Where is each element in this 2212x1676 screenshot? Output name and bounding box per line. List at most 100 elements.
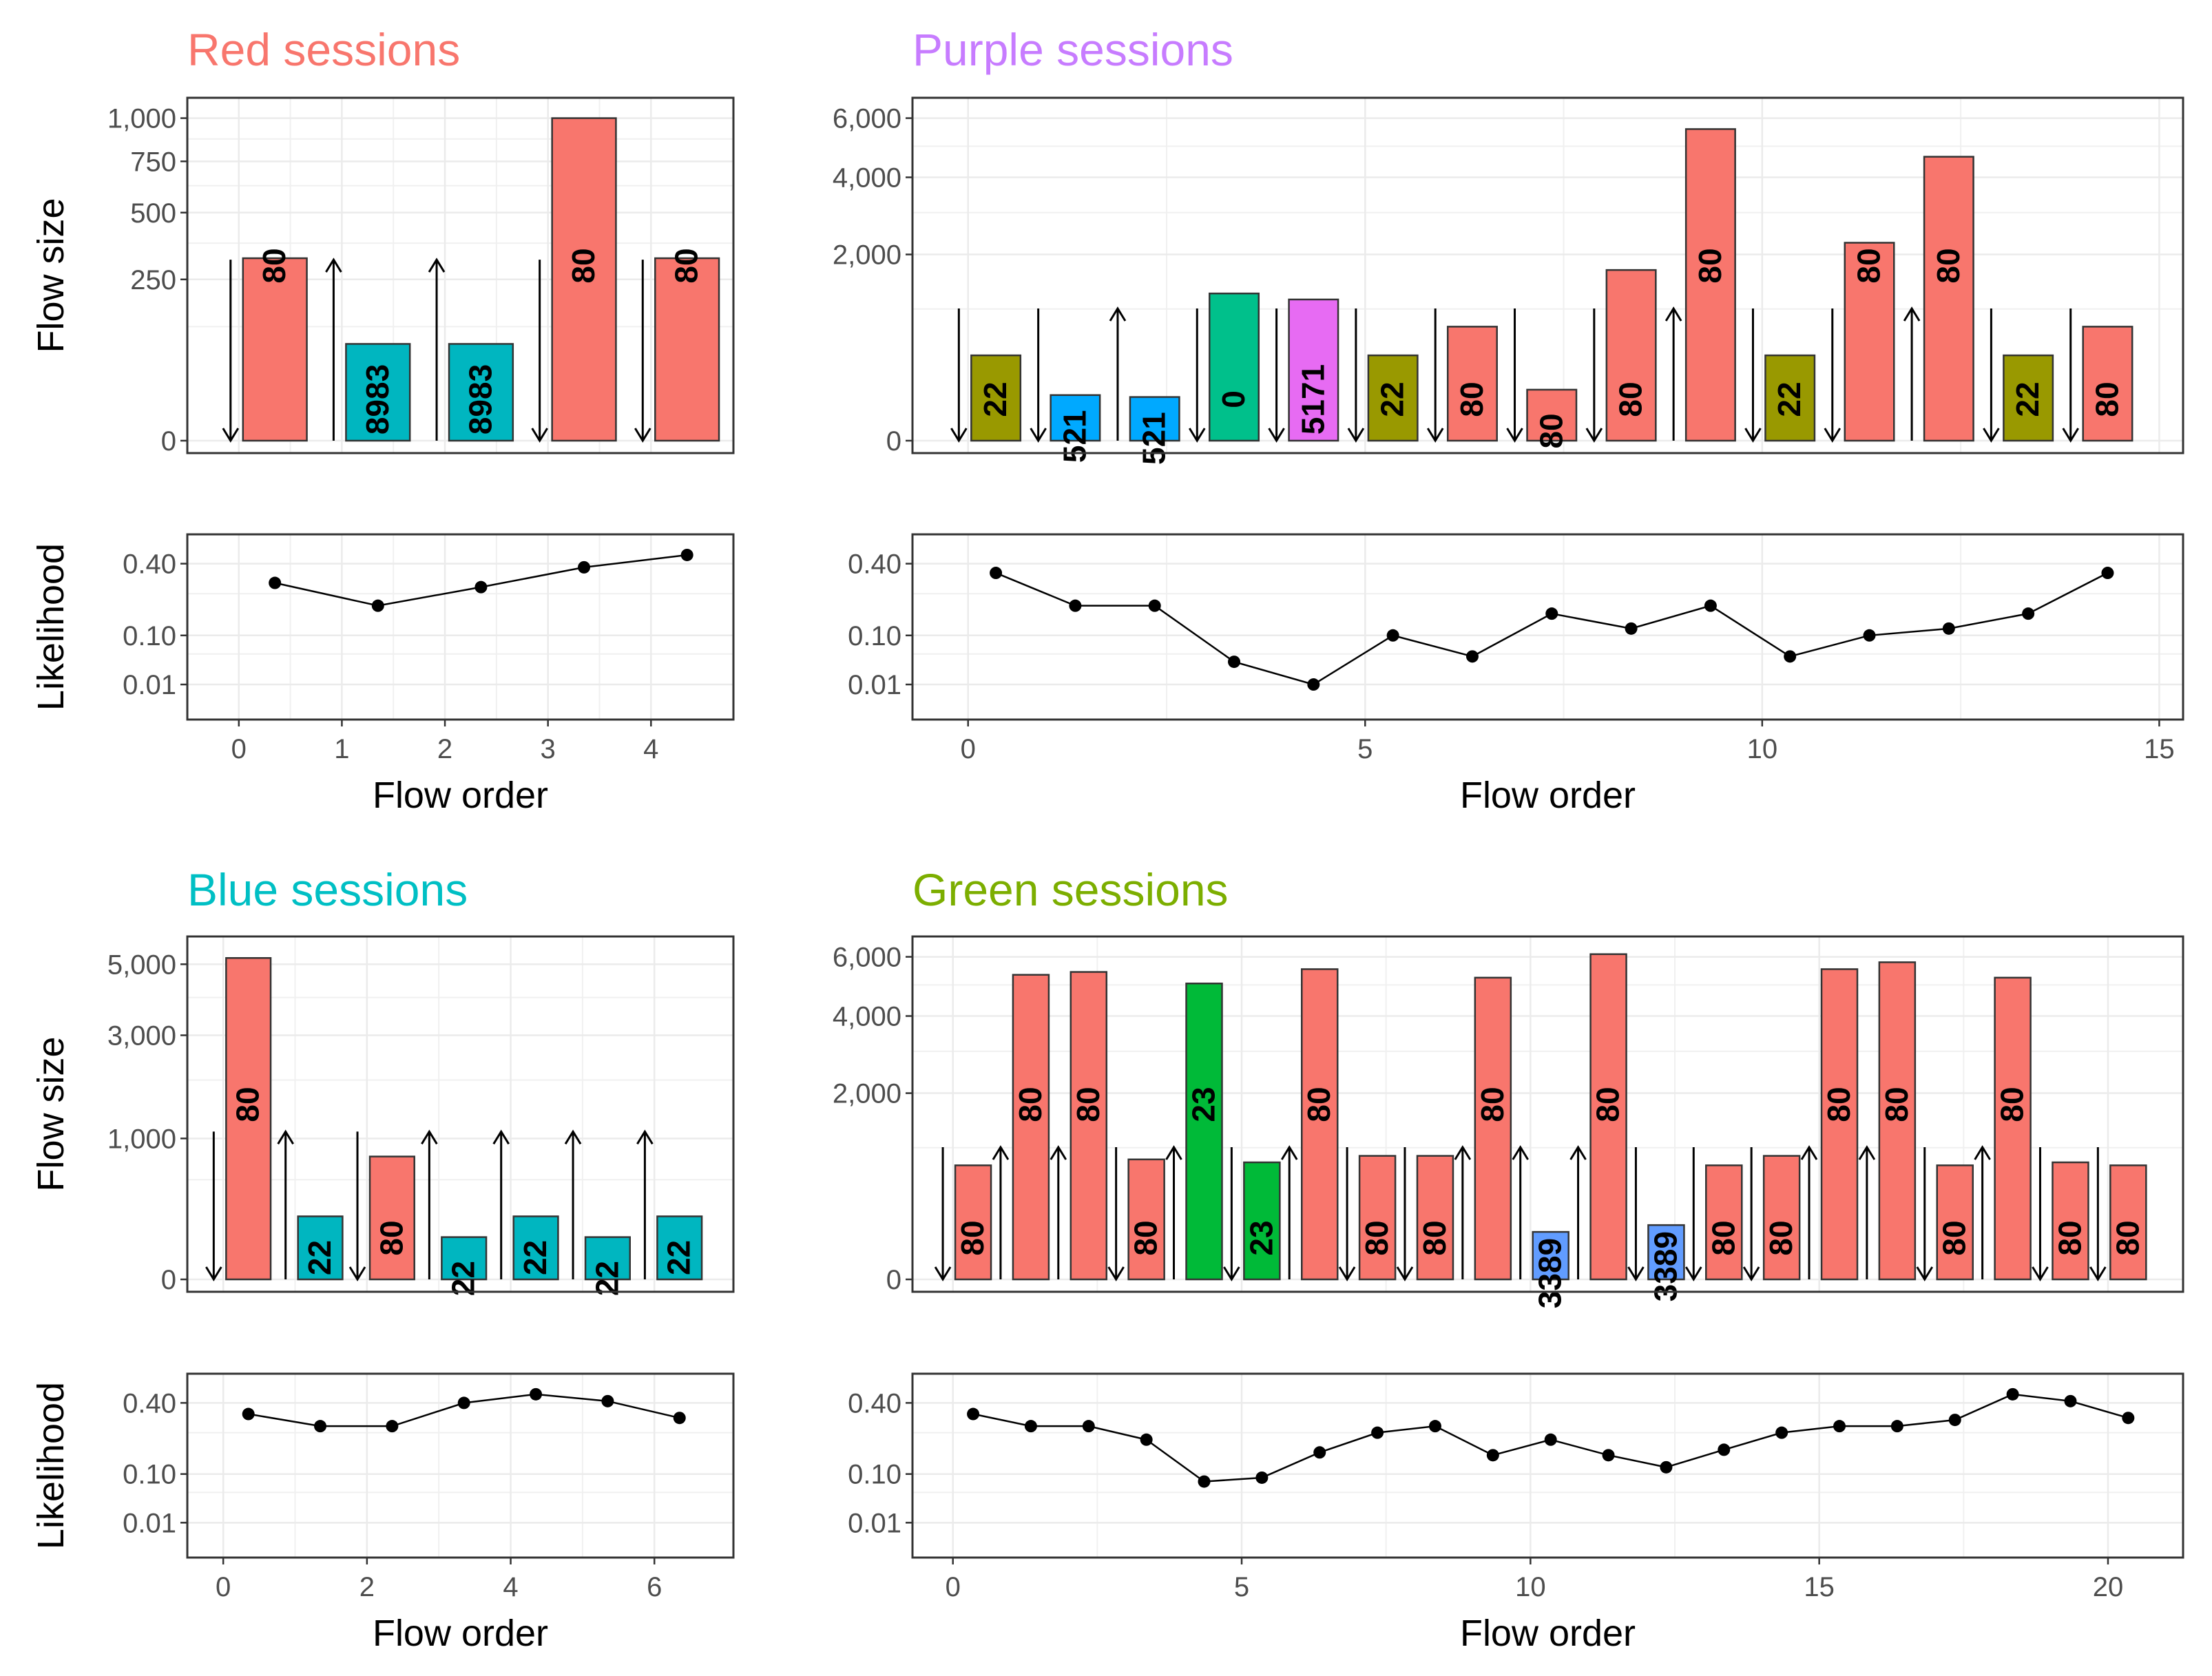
arrow-down-head	[1188, 428, 1206, 443]
arrow-down-head	[934, 1266, 952, 1281]
arrow-up-head	[1280, 1145, 1298, 1160]
likelihood-point	[1140, 1433, 1153, 1446]
flow-bar	[1936, 1164, 1974, 1281]
port-label: 80	[669, 248, 705, 283]
arrow-up-head	[1454, 1145, 1472, 1160]
y-tick-label: 0	[886, 426, 901, 457]
flow-bar	[1185, 982, 1223, 1281]
likelihood-point	[1544, 1433, 1557, 1446]
red_flow-panel: 0 250 500 750 1,000 80 8983 8983 80 80 Flow size Re…	[30, 24, 735, 457]
arrow-down-head	[1338, 1266, 1356, 1281]
arrow-down-head	[1983, 428, 2000, 443]
likelihood-point	[1486, 1449, 1499, 1462]
likelihood-point	[314, 1420, 327, 1433]
likelihood-point	[1465, 650, 1479, 663]
y-tick-label: 0	[161, 426, 176, 457]
arrow-down-head	[2062, 428, 2079, 443]
port-label: 23	[1243, 1220, 1279, 1255]
likelihood-point	[578, 561, 591, 574]
likelihood-point	[1069, 599, 1082, 612]
arrow-up-head	[421, 1129, 438, 1145]
flow-bar	[1605, 269, 1657, 442]
arrow-down-head	[1030, 428, 1047, 443]
likelihood-point	[1948, 1414, 1961, 1427]
port-label: 80	[1930, 248, 1966, 283]
port-label: 80	[256, 248, 292, 283]
y-axis-label: Likelihood	[30, 543, 72, 711]
port-label: 80	[1417, 1220, 1452, 1255]
y-tick-label: 250	[130, 265, 176, 295]
arrow-up-head	[992, 1145, 1010, 1160]
port-label: 80	[1454, 381, 1490, 417]
arrow-down-head	[1426, 428, 1444, 443]
y-tick-label: 2,000	[833, 240, 901, 271]
y-tick-label: 5,000	[107, 950, 176, 980]
y-tick-label: 0.01	[123, 1508, 176, 1538]
arrow-down-head	[1107, 1266, 1125, 1281]
arrow-down-head	[1506, 428, 1523, 443]
flow-bar	[1358, 1155, 1397, 1281]
port-label: 521	[1136, 412, 1172, 465]
green_flow-panel: 0 2,000 4,000 6,000 80 80 80 80 23 23 80 80 80 80 3389…	[833, 864, 2184, 1308]
y-tick-label: 0.40	[123, 549, 176, 580]
likelihood-point	[1371, 1426, 1384, 1439]
y-tick-label: 4,000	[833, 163, 901, 193]
panel-title: Red sessions	[187, 24, 460, 75]
likelihood-point	[2101, 567, 2114, 580]
x-tick-label: 10	[1515, 1572, 1546, 1602]
flow-bar	[1994, 976, 2032, 1281]
y-tick-label: 750	[130, 147, 176, 177]
likelihood-point	[474, 580, 488, 594]
arrow-down-head	[1347, 428, 1365, 443]
likelihood-point	[1082, 1420, 1095, 1433]
y-tick-label: 0.01	[123, 670, 176, 700]
port-label: 22	[977, 381, 1013, 417]
likelihood-point	[371, 599, 384, 612]
plot-background	[187, 936, 733, 1292]
arrow-down-head	[1627, 1266, 1645, 1281]
port-label: 80	[1070, 1087, 1106, 1122]
arrow-down-head	[1223, 1266, 1240, 1281]
likelihood-point	[1148, 599, 1161, 612]
arrow-down-head	[1824, 428, 1841, 443]
likelihood-point	[1545, 607, 1558, 620]
flow-bar	[656, 1215, 703, 1281]
y-tick-label: 0	[161, 1265, 176, 1295]
arrow-down-head	[634, 428, 651, 443]
x-tick-label: 0	[231, 734, 247, 764]
arrow-up-head	[1858, 1145, 1876, 1160]
arrow-down-head	[1268, 428, 1285, 443]
arrow-down-head	[1396, 1266, 1414, 1281]
likelihood-point	[1625, 622, 1638, 635]
port-label: 8983	[359, 364, 395, 434]
likelihood-point	[1704, 599, 1717, 612]
flow-bar	[1050, 394, 1101, 442]
likelihood-point	[269, 576, 282, 589]
plot-background	[912, 1374, 2183, 1558]
flow-bar	[1243, 1161, 1281, 1281]
port-label: 80	[1879, 1087, 1914, 1122]
arrow-down-head	[2032, 1266, 2049, 1281]
x-tick-label: 2	[359, 1572, 375, 1602]
x-axis-label: Flow order	[1460, 775, 1636, 816]
flow-bar	[1878, 961, 1917, 1281]
likelihood-point	[1024, 1420, 1037, 1433]
y-tick-label: 2,000	[833, 1079, 901, 1109]
port-label: 80	[1590, 1087, 1626, 1122]
port-label: 3389	[1532, 1238, 1568, 1308]
plot-background	[187, 534, 733, 720]
panel-title: Green sessions	[912, 864, 1229, 915]
arrow-down-head	[1744, 428, 1762, 443]
flow-bar	[551, 117, 617, 442]
arrow-down-head	[1585, 428, 1603, 443]
port-label: 80	[1613, 381, 1649, 417]
y-tick-label: 4,000	[833, 1002, 901, 1032]
port-label: 80	[565, 248, 601, 283]
y-tick-label: 3,000	[107, 1020, 176, 1051]
flow-bar	[1526, 388, 1578, 442]
flow-bar	[1446, 326, 1498, 442]
y-tick-label: 0.10	[123, 1460, 176, 1490]
likelihood-point	[680, 548, 693, 561]
likelihood-point	[1255, 1471, 1269, 1484]
arrow-up-head	[1050, 1145, 1067, 1160]
